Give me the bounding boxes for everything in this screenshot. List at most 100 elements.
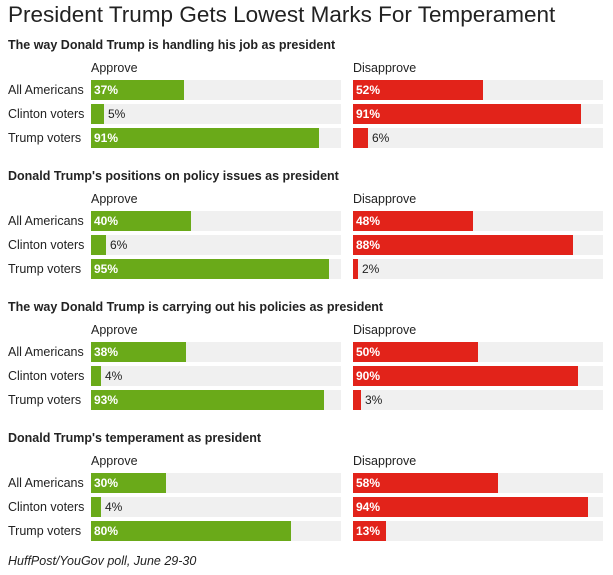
disapprove-bar (353, 342, 478, 362)
disapprove-bar (353, 80, 483, 100)
disapprove-value-label: 58% (356, 476, 381, 490)
approve-bar (91, 80, 184, 100)
question-section: Donald Trump's positions on policy issue… (0, 169, 613, 281)
approve-track: 30% (91, 473, 341, 493)
disapprove-track: 91% (353, 104, 603, 124)
approve-value-label: 80% (94, 524, 119, 538)
approve-value-label: 4% (105, 369, 123, 383)
approve-track: 91% (91, 128, 341, 148)
approve-track: 4% (91, 497, 341, 517)
question-title: Donald Trump's positions on policy issue… (8, 169, 339, 183)
approve-value-label: 5% (108, 107, 126, 121)
approve-column-header: Approve (91, 61, 138, 75)
approve-track: 80% (91, 521, 341, 541)
approve-track: 6% (91, 235, 341, 255)
row-label: All Americans (8, 476, 84, 490)
row-label: Trump voters (8, 131, 82, 145)
disapprove-value-label: 50% (356, 345, 381, 359)
disapprove-column-header: Disapprove (353, 323, 417, 337)
disapprove-bar (353, 128, 368, 148)
approve-column-header: Approve (91, 454, 138, 468)
question-section: The way Donald Trump is handling his job… (0, 38, 613, 150)
disapprove-track: 50% (353, 342, 603, 362)
approve-bar (91, 521, 291, 541)
approve-track: 37% (91, 80, 341, 100)
approve-value-label: 37% (94, 83, 119, 97)
disapprove-track: 48% (353, 211, 603, 231)
approve-value-label: 91% (94, 131, 119, 145)
row-label: Trump voters (8, 524, 82, 538)
row-label: Clinton voters (8, 238, 85, 252)
approve-bar (91, 211, 191, 231)
disapprove-bar (353, 473, 498, 493)
row-label: Clinton voters (8, 107, 85, 121)
disapprove-bar (353, 521, 386, 541)
row-label: Clinton voters (8, 369, 85, 383)
disapprove-value-label: 13% (356, 524, 381, 538)
disapprove-value-label: 91% (356, 107, 381, 121)
question-title: The way Donald Trump is handling his job… (8, 38, 336, 52)
approve-bar (91, 366, 101, 386)
row-label: All Americans (8, 214, 84, 228)
disapprove-bar (353, 104, 581, 124)
approve-value-label: 40% (94, 214, 119, 228)
approve-value-label: 95% (94, 262, 119, 276)
disapprove-track: 2% (353, 259, 603, 279)
approve-track: 93% (91, 390, 341, 410)
approve-track: 4% (91, 366, 341, 386)
approve-value-label: 93% (94, 393, 119, 407)
disapprove-value-label: 88% (356, 238, 381, 252)
disapprove-bar (353, 497, 588, 517)
disapprove-column-header: Disapprove (353, 61, 417, 75)
approve-track: 38% (91, 342, 341, 362)
approve-bar (91, 104, 104, 124)
approve-bar (91, 235, 106, 255)
approve-value-label: 30% (94, 476, 119, 490)
approve-value-label: 4% (105, 500, 123, 514)
disapprove-bar (353, 259, 358, 279)
approve-track: 95% (91, 259, 341, 279)
question-section: The way Donald Trump is carrying out his… (0, 300, 613, 412)
disapprove-track: 3% (353, 390, 603, 410)
disapprove-bar (353, 390, 361, 410)
disapprove-value-label: 2% (362, 262, 380, 276)
disapprove-track: 52% (353, 80, 603, 100)
approve-bar (91, 390, 324, 410)
disapprove-track: 6% (353, 128, 603, 148)
approve-track: 5% (91, 104, 341, 124)
disapprove-value-label: 6% (372, 131, 390, 145)
approve-column-header: Approve (91, 192, 138, 206)
disapprove-column-header: Disapprove (353, 454, 417, 468)
approve-track: 40% (91, 211, 341, 231)
disapprove-track: 88% (353, 235, 603, 255)
row-label: Clinton voters (8, 500, 85, 514)
disapprove-bar (353, 235, 573, 255)
disapprove-value-label: 90% (356, 369, 381, 383)
source-note: HuffPost/YouGov poll, June 29-30 (8, 554, 197, 568)
disapprove-track: 58% (353, 473, 603, 493)
approve-column-header: Approve (91, 323, 138, 337)
question-title: Donald Trump's temperament as president (8, 431, 262, 445)
approve-bar (91, 473, 166, 493)
disapprove-column-header: Disapprove (353, 192, 417, 206)
question-section: Donald Trump's temperament as president A… (0, 431, 613, 543)
approve-bar (91, 497, 101, 517)
disapprove-value-label: 3% (365, 393, 383, 407)
row-label: All Americans (8, 345, 84, 359)
disapprove-track: 94% (353, 497, 603, 517)
question-title: The way Donald Trump is carrying out his… (8, 300, 384, 314)
row-label: Trump voters (8, 393, 82, 407)
chart-title: President Trump Gets Lowest Marks For Te… (8, 2, 556, 27)
disapprove-track: 13% (353, 521, 603, 541)
approve-bar (91, 342, 186, 362)
disapprove-value-label: 48% (356, 214, 381, 228)
disapprove-value-label: 94% (356, 500, 381, 514)
approve-bar (91, 128, 319, 148)
disapprove-bar (353, 211, 473, 231)
approve-bar (91, 259, 329, 279)
approve-value-label: 38% (94, 345, 119, 359)
disapprove-bar (353, 366, 578, 386)
disapprove-value-label: 52% (356, 83, 381, 97)
row-label: All Americans (8, 83, 84, 97)
row-label: Trump voters (8, 262, 82, 276)
